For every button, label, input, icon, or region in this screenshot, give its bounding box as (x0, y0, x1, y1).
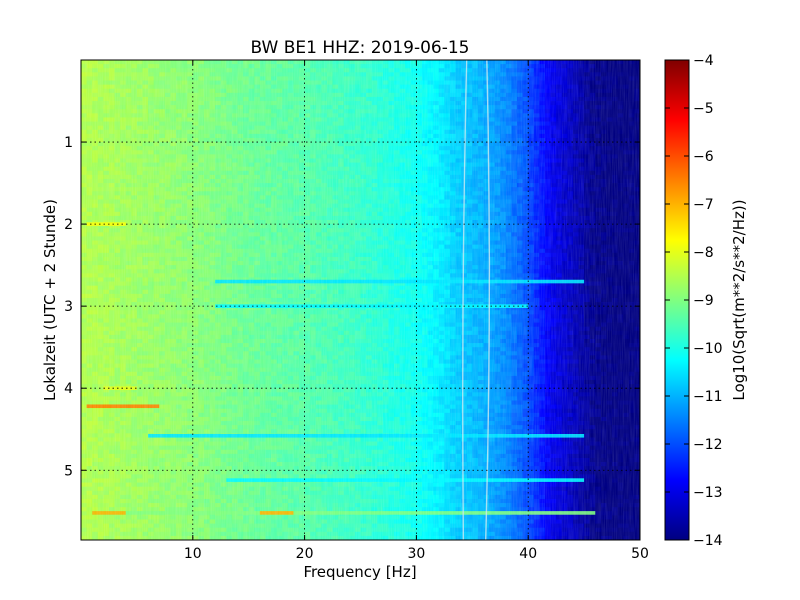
heatmap-cell (131, 540, 137, 545)
heatmap-cell (198, 540, 204, 545)
heatmap-cell (109, 540, 115, 545)
heatmap-cell (226, 540, 232, 545)
heatmap-cell (87, 540, 93, 545)
heatmap-cell (277, 540, 283, 545)
chart-title: BW BE1 HHZ: 2019-06-15 (250, 38, 469, 58)
heatmap-cell (170, 540, 176, 545)
heatmap-cell (271, 540, 277, 545)
heatmap-cell (103, 540, 109, 545)
heatmap-cell (282, 540, 288, 545)
heatmap-cell (299, 540, 305, 545)
heatmap-cell (126, 540, 132, 545)
heatmap-cell (154, 540, 160, 545)
heatmap-cell (204, 540, 210, 545)
heatmap-cell (305, 540, 311, 545)
heatmap-cell (232, 540, 238, 545)
heatmap-cell (210, 540, 216, 545)
heatmap-cell (165, 540, 171, 545)
heatmap-cell (215, 540, 221, 545)
heatmap-cell (249, 540, 255, 545)
heatmap-cell (238, 540, 244, 545)
heatmap-cell (260, 540, 266, 545)
heatmap-cell (187, 540, 193, 545)
heatmap-cell (92, 540, 98, 545)
heatmap-cell (265, 540, 271, 545)
heatmap-cell (120, 540, 126, 545)
heatmap-cell (193, 540, 199, 545)
heatmap-cell (115, 540, 121, 545)
heatmap-cell (176, 540, 182, 545)
heatmap-cell (254, 540, 260, 545)
heatmap-cell (221, 540, 227, 545)
heatmap-cell (137, 540, 143, 545)
heatmap-cell (159, 540, 165, 545)
heatmap-cell (98, 540, 104, 545)
heatmap-cell (142, 540, 148, 545)
heatmap-cell (293, 540, 299, 545)
heatmap-cell (243, 540, 249, 545)
heatmap-cell (288, 540, 294, 545)
heatmap-cell (81, 540, 87, 545)
heatmap-cell (148, 540, 154, 545)
heatmap-cell (310, 540, 316, 545)
heatmap-cell (182, 540, 188, 545)
plot-area (81, 60, 640, 545)
